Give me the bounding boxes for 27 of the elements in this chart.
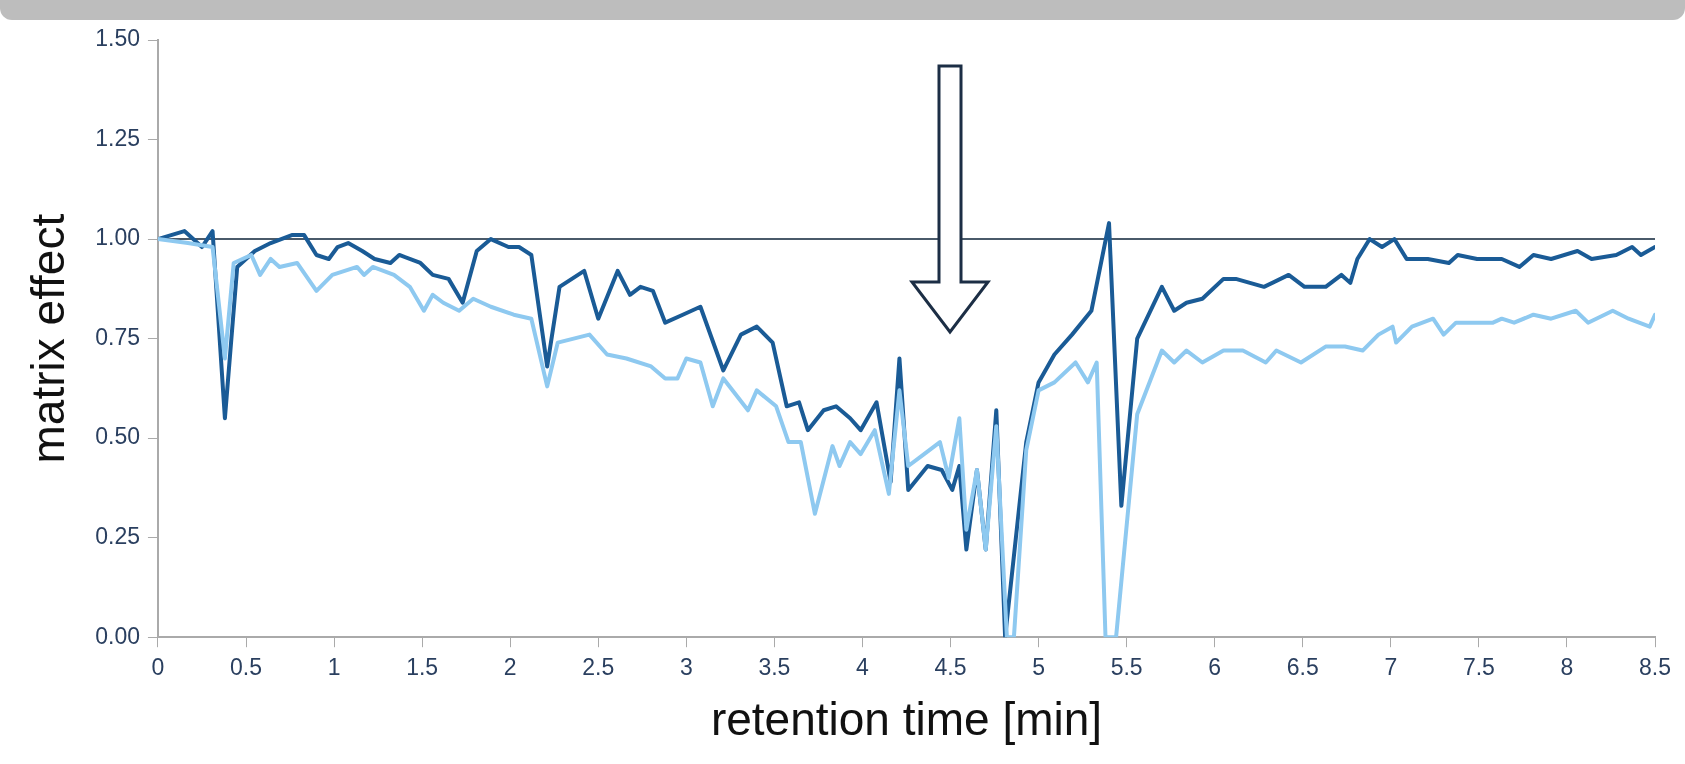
x-tick-label: 3.5 [758,654,791,681]
y-tick-label: 0.50 [95,423,140,450]
x-tick-label: 0.5 [230,654,263,681]
x-tick-label: 5 [1032,654,1045,681]
x-tick-label: 2.5 [582,654,615,681]
x-tick-label: 0 [151,654,165,681]
y-tick-label: 0.00 [95,622,140,649]
x-axis-title: retention time [min] [710,693,1103,746]
y-tick-label: 1.50 [95,25,140,52]
y-tick-label: 1.00 [95,224,140,251]
x-tick-label: 6 [1208,654,1222,681]
y-tick-label: 0.75 [95,323,140,350]
y-tick-label: 0.25 [95,523,140,550]
x-tick-label: 7.5 [1462,654,1495,681]
x-tick-label: 4.5 [934,654,967,681]
x-tick-label: 8.5 [1639,654,1671,681]
x-tick-label: 8 [1560,654,1574,681]
x-tick-label: 5.5 [1110,654,1143,681]
x-tick-label: 3 [679,654,693,681]
x-tick-label: 1 [327,654,341,681]
y-tick-label: 1.25 [95,124,140,151]
x-tick-label: 2 [503,654,517,681]
x-tick-label: 1.5 [406,654,439,681]
x-tick-label: 4 [856,654,870,681]
y-axis-title: matrix effect [22,213,75,464]
x-tick-label: 7 [1384,654,1398,681]
x-tick-label: 6.5 [1286,654,1319,681]
